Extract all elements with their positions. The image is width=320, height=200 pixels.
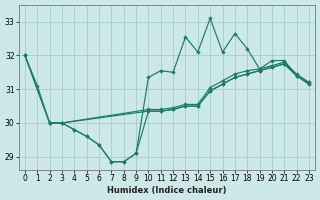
X-axis label: Humidex (Indice chaleur): Humidex (Indice chaleur) [107, 186, 227, 195]
